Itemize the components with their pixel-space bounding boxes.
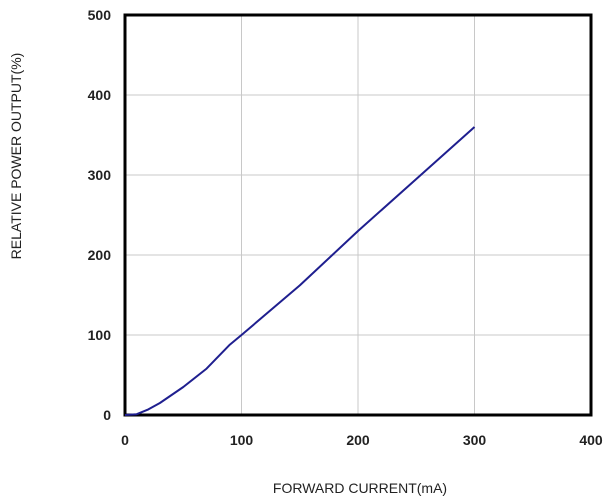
x-tick-label: 0 — [121, 432, 129, 448]
series-line — [124, 126, 476, 416]
x-tick-label: 200 — [346, 432, 370, 448]
y-tick-label: 0 — [103, 407, 111, 423]
series-group — [124, 126, 476, 416]
y-tick-label: 300 — [88, 167, 112, 183]
grid — [125, 15, 591, 415]
y-axis-label: RELATIVE POWER OUTPUT(%) — [8, 53, 24, 260]
x-tick-label: 300 — [463, 432, 487, 448]
y-tick-label: 200 — [88, 247, 112, 263]
y-tick-label: 500 — [88, 7, 112, 23]
x-tick-label: 100 — [230, 432, 254, 448]
y-tick-label: 400 — [88, 87, 112, 103]
y-tick-label: 100 — [88, 327, 112, 343]
x-tick-label: 400 — [579, 432, 603, 448]
plot-frame — [123, 13, 593, 417]
x-axis-label: FORWARD CURRENT(mA) — [273, 480, 447, 496]
x-axis-ticks: 0 100 200 300 400 — [121, 432, 603, 448]
y-axis-ticks: 0 100 200 300 400 500 — [88, 7, 112, 423]
